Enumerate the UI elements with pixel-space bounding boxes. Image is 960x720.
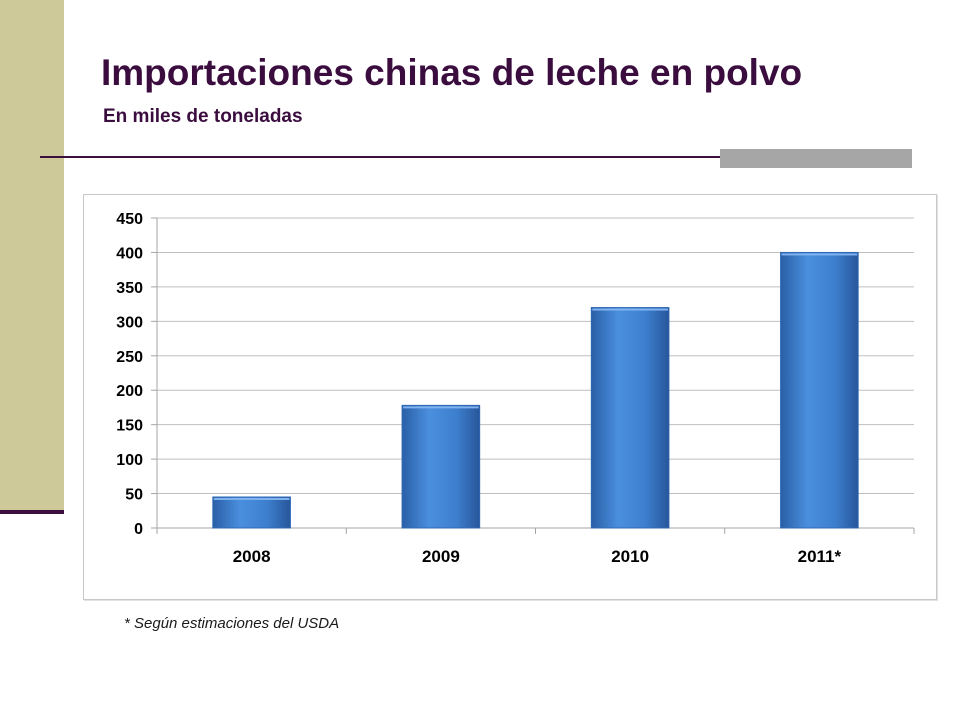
y-tick-label: 200 [116,383,143,400]
y-tick-label: 300 [116,314,143,331]
title-divider [40,156,912,158]
bars [212,251,859,529]
bar-chart: 0 50 100 150 200 250 300 350 400 450 2008 2009 2010… [116,211,915,566]
bar-2009 [401,404,481,529]
bar-2011 [780,251,859,529]
x-tick-label: 2011* [798,547,842,566]
side-accent-underline [0,510,64,514]
side-accent-bar [0,0,64,512]
chart-area: 0 50 100 150 200 250 300 350 400 450 2008 2009 2010… [83,194,937,600]
y-tick-label: 350 [116,280,143,297]
bar-highlight [781,253,858,256]
bar-highlight [592,308,668,311]
y-tick-label: 0 [134,521,143,538]
slide-subtitle: En miles de toneladas [103,106,303,127]
bar-2008 [212,496,291,529]
y-tick-label: 250 [116,349,143,366]
x-tick-label: 2008 [233,547,271,566]
bar-highlight [403,406,479,409]
y-tick-label: 100 [116,452,143,469]
bar-2010 [590,307,670,529]
footnote: * Según estimaciones del USDA [124,615,340,632]
title-divider-accent [720,149,912,168]
slide-title: Importaciones chinas de leche en polvo [101,52,803,93]
y-axis-ticks: 0 50 100 150 200 250 300 350 400 450 [116,211,143,538]
y-tick-label: 400 [116,245,143,262]
y-tick-label: 450 [116,211,143,228]
bar-highlight [213,498,290,500]
x-tick-label: 2009 [422,547,460,566]
y-tick-label: 150 [116,418,143,435]
y-tick-label: 50 [125,487,143,504]
x-axis-ticks: 2008 2009 2010 2011* [233,547,842,566]
x-tick-label: 2010 [611,547,649,566]
